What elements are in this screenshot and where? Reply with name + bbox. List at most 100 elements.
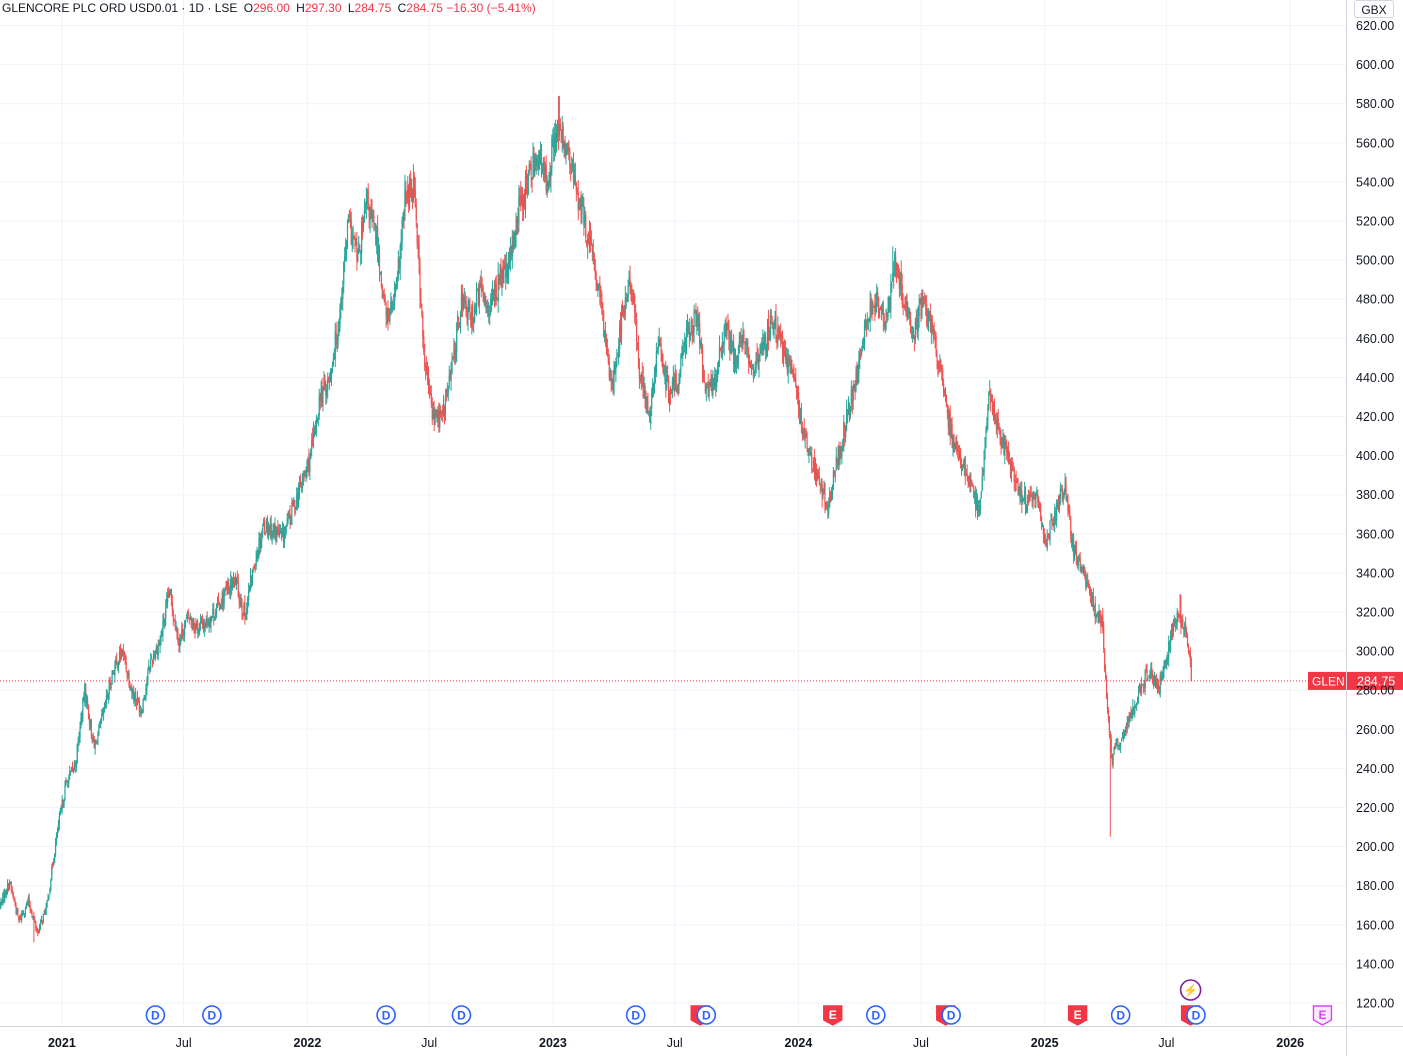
candle-body <box>942 369 944 385</box>
candle-body <box>283 532 286 543</box>
candle-body <box>256 554 258 559</box>
candle-body <box>347 215 350 222</box>
candle-body <box>689 333 691 340</box>
candle-body <box>889 305 891 307</box>
candle-body <box>729 341 731 354</box>
earnings-marker[interactable]: E <box>823 1005 843 1026</box>
candle-body <box>707 383 709 398</box>
candle-body <box>394 287 397 291</box>
x-tick-label: 2022 <box>294 1036 322 1050</box>
dividend-marker[interactable]: D <box>202 1005 222 1025</box>
candle-body <box>22 913 24 915</box>
candle-body <box>1067 494 1069 512</box>
candle-body <box>149 667 151 671</box>
candle-body <box>680 355 682 373</box>
candle-body <box>685 327 688 351</box>
x-tick-label: Jul <box>667 1036 683 1050</box>
candle-body <box>138 702 140 713</box>
candle-body <box>215 612 217 616</box>
dividend-marker[interactable]: D <box>696 1005 717 1025</box>
candle-body <box>708 385 710 396</box>
candle-body <box>638 367 641 379</box>
candle-body <box>556 130 559 131</box>
dividend-marker[interactable]: D <box>1110 1005 1131 1025</box>
candle-body <box>692 333 694 335</box>
candle-body <box>1110 738 1112 753</box>
candle-body <box>1188 650 1191 655</box>
candle-body <box>162 620 164 636</box>
candle-body <box>1165 660 1167 665</box>
candle-body <box>857 370 859 383</box>
candle-body <box>1008 459 1011 463</box>
y-tick-label: 240.00 <box>1356 762 1394 776</box>
candle-body <box>178 644 180 646</box>
candle-body <box>628 277 630 283</box>
candle-body <box>456 323 458 352</box>
candle-body <box>770 313 772 319</box>
dividend-marker[interactable]: D <box>941 1005 961 1025</box>
candle-body <box>428 384 431 395</box>
candle-body <box>441 411 443 413</box>
earnings-glyph: E <box>829 1008 837 1022</box>
dividend-marker[interactable]: D <box>376 1005 396 1025</box>
candle-body <box>531 177 533 181</box>
candle-body <box>1096 613 1098 617</box>
candle-body <box>646 397 648 407</box>
dividend-marker[interactable]: D <box>866 1005 886 1025</box>
candle-body <box>474 307 476 322</box>
dividend-marker[interactable]: D <box>451 1005 472 1025</box>
future-earnings-marker[interactable]: E <box>1312 1005 1333 1026</box>
candle-body <box>101 714 103 720</box>
candle-body <box>636 319 638 342</box>
candle-body <box>173 619 175 621</box>
candle-body <box>55 833 58 843</box>
earnings-marker[interactable]: E <box>1067 1005 1088 1026</box>
candle-body <box>71 766 74 768</box>
candle-body <box>671 381 673 394</box>
candle-body <box>820 482 822 484</box>
candle-body <box>511 236 513 258</box>
candle-body <box>94 743 96 750</box>
candle-body <box>949 411 951 436</box>
candle-body <box>412 178 415 203</box>
currency-button[interactable]: GBX <box>1354 0 1394 18</box>
candle-body <box>635 311 637 319</box>
split-marker[interactable]: ⚡ <box>1179 979 1202 1001</box>
candle-body <box>238 598 240 602</box>
candle-body <box>348 213 350 215</box>
candle-body <box>1179 619 1181 622</box>
candle-body <box>744 341 746 344</box>
candle-body <box>493 290 496 302</box>
candle-body <box>878 298 880 319</box>
candle-body <box>819 484 821 485</box>
candle-body <box>1001 446 1003 448</box>
candle-body <box>571 162 574 169</box>
candle-body <box>894 254 897 267</box>
candle-body <box>1077 558 1079 566</box>
candle-body <box>936 353 938 360</box>
candle-body <box>500 264 502 286</box>
candle-body <box>202 622 205 629</box>
candle-body <box>1038 500 1040 508</box>
candle-body <box>917 317 919 332</box>
candle-body <box>719 348 722 351</box>
candle-body <box>672 376 674 383</box>
candle-body <box>862 342 865 344</box>
candle-body <box>959 451 962 463</box>
candle-body <box>369 206 371 221</box>
candle-body <box>741 345 743 347</box>
candle-body <box>583 206 585 227</box>
candle-body <box>670 391 673 393</box>
candle-body <box>835 456 837 471</box>
dividend-marker[interactable]: D <box>145 1005 166 1025</box>
candle-body <box>319 395 321 402</box>
candle-body <box>507 257 510 277</box>
candle-body <box>1078 557 1080 559</box>
candle-body <box>890 283 892 310</box>
candle-body <box>1083 569 1085 571</box>
candle-body <box>1104 651 1106 670</box>
dividend-marker[interactable]: D <box>625 1005 646 1025</box>
candle-body <box>335 332 337 342</box>
dividend-marker[interactable]: D <box>1186 1005 1206 1025</box>
